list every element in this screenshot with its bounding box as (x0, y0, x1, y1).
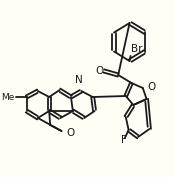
Text: Br: Br (131, 44, 143, 54)
Text: O: O (95, 66, 103, 76)
Text: N: N (75, 75, 82, 85)
Text: Me: Me (1, 93, 14, 101)
Text: F: F (121, 135, 127, 145)
Text: O: O (66, 128, 74, 138)
Text: O: O (148, 82, 156, 92)
